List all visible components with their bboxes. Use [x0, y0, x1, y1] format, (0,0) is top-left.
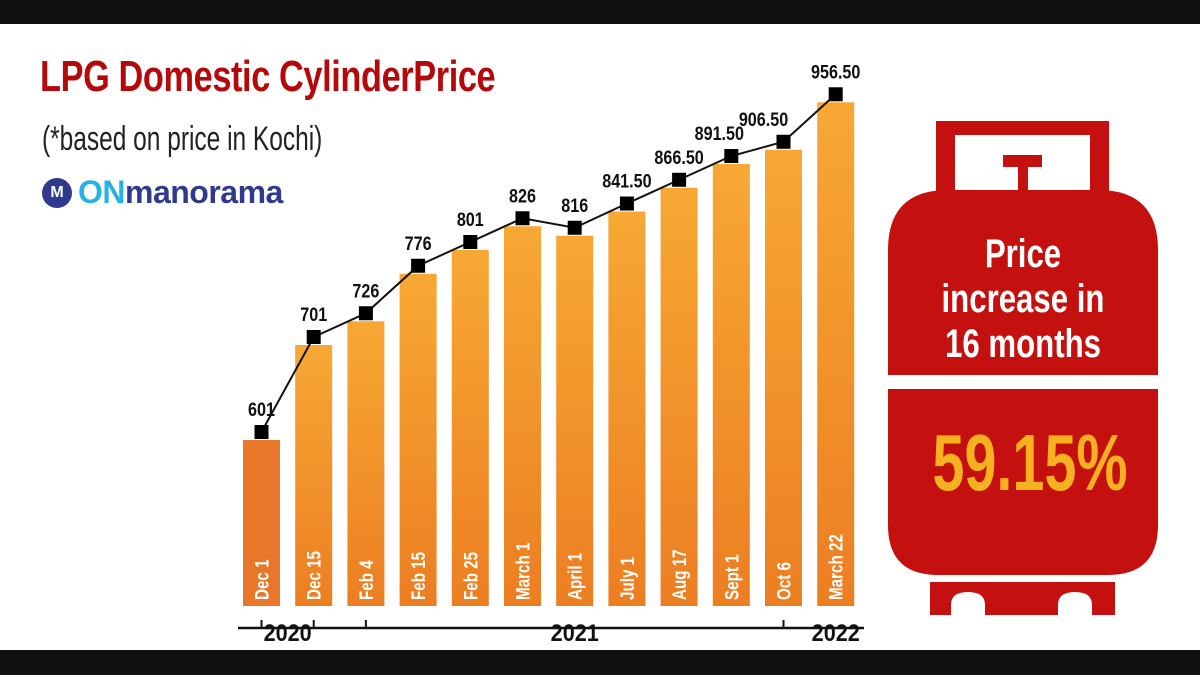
value-label: 866.50: [654, 147, 704, 169]
category-label: Feb 4: [355, 560, 377, 600]
data-point-marker: [411, 258, 426, 273]
bar-10: [765, 149, 802, 606]
value-label: 956.50: [811, 61, 861, 83]
onmanorama-logo: M ONmanorama: [42, 174, 283, 211]
value-label: 891.50: [695, 123, 745, 145]
category-label: Oct 6: [773, 562, 795, 600]
data-point-marker: [567, 220, 582, 235]
bottom-letterbox: [0, 650, 1200, 675]
callout-line-1: Price: [985, 231, 1061, 276]
bar-3: [399, 273, 437, 606]
data-point-marker: [306, 330, 321, 344]
category-label: Sept 1: [721, 554, 743, 600]
value-label: 906.50: [739, 109, 789, 131]
bar-2: [347, 321, 385, 606]
callout-line-2: increase in: [942, 276, 1105, 321]
callout-value: 59.15%: [932, 418, 1127, 508]
bar-1: [295, 345, 333, 606]
data-point-marker: [776, 134, 791, 149]
value-label: 601: [248, 399, 275, 421]
trend-line: [260, 93, 837, 433]
data-point-marker: [515, 211, 530, 226]
data-point-marker: [358, 306, 373, 321]
bar-11: [817, 102, 855, 607]
year-label: 2020: [264, 619, 312, 646]
data-point-marker: [254, 425, 269, 439]
value-label: 701: [300, 304, 327, 326]
value-label: 776: [405, 233, 432, 255]
bar-9: [712, 164, 750, 606]
value-label: 801: [457, 209, 484, 231]
value-label: 726: [352, 280, 379, 302]
logo-on: ON: [78, 174, 126, 210]
category-label: July 1: [616, 557, 638, 600]
category-label: April 1: [564, 552, 586, 600]
logo-text: ONmanorama: [78, 174, 283, 211]
logo-name: manorama: [125, 174, 283, 210]
category-label: Feb 15: [407, 552, 429, 600]
callout-line-3: 16 months: [945, 321, 1101, 366]
bar-6: [556, 235, 594, 606]
category-label: Feb 25: [460, 552, 482, 600]
category-label: Dec 15: [303, 551, 325, 600]
chart-subtitle: (*based on price in Kochi): [42, 120, 323, 158]
data-point-marker: [828, 87, 843, 102]
bar-0: [243, 440, 280, 606]
bar-7: [608, 211, 646, 606]
category-label: Aug 17: [668, 549, 690, 600]
data-point-marker: [672, 172, 687, 187]
data-point-marker: [619, 196, 634, 211]
year-label: 2022: [812, 619, 860, 646]
data-point-marker: [724, 149, 739, 164]
category-label: March 1: [512, 542, 534, 600]
top-letterbox: [0, 0, 1200, 24]
logo-mark-icon: M: [42, 177, 72, 208]
year-label: 2021: [551, 619, 599, 646]
data-point-marker: [463, 235, 478, 249]
value-label: 826: [509, 185, 536, 207]
category-label: March 22: [825, 534, 847, 600]
value-label: 841.50: [602, 170, 652, 192]
gas-cylinder-icon: [888, 121, 1158, 615]
bar-8: [660, 187, 698, 606]
bar-5: [504, 226, 541, 606]
category-label: Dec 1: [251, 559, 273, 600]
value-label: 816: [561, 195, 588, 217]
chart-title: LPG Domestic CylinderPrice: [40, 52, 496, 101]
bar-4: [451, 250, 489, 606]
